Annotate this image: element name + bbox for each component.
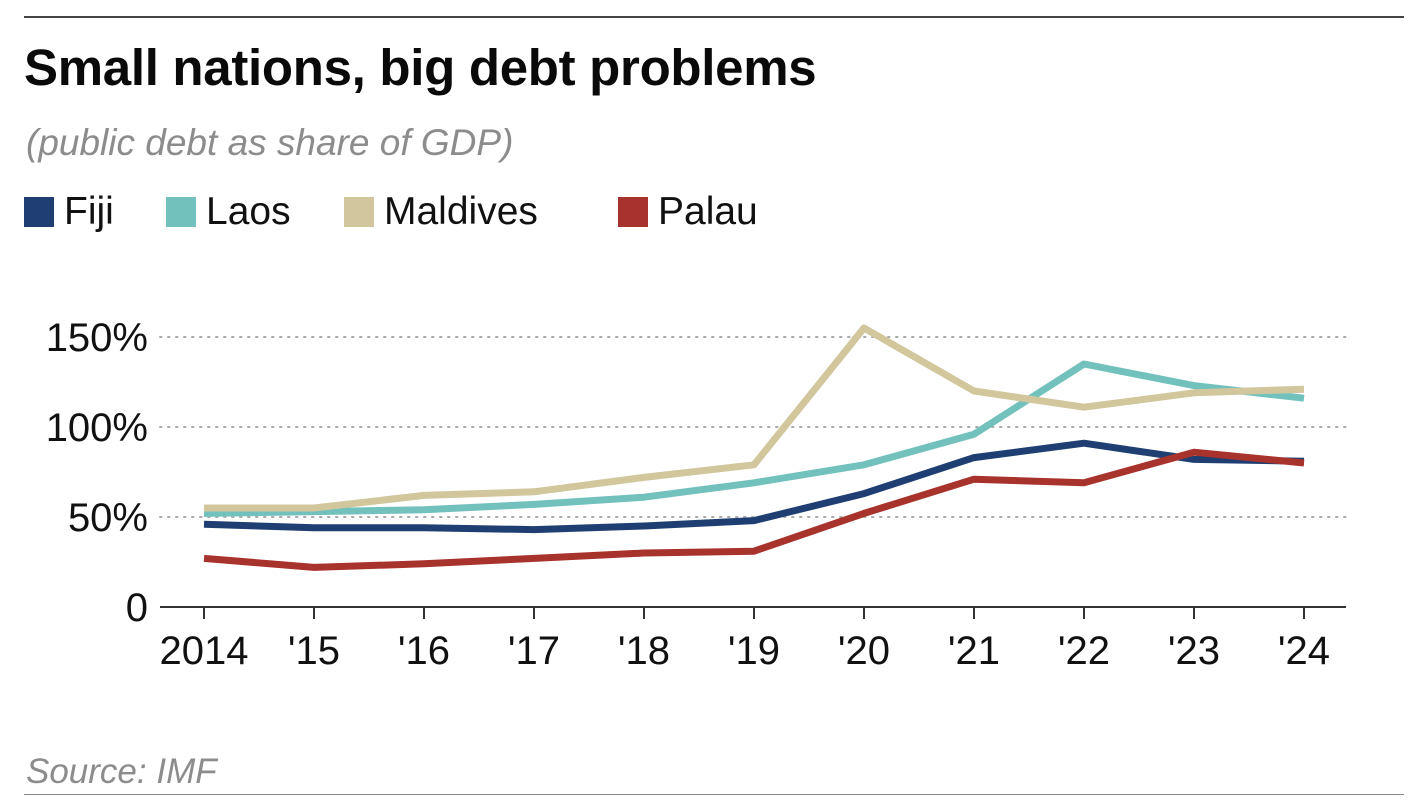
y-tick-label-50: 50% xyxy=(68,496,148,540)
legend-swatch-laos xyxy=(166,197,196,227)
legend-label-laos: Laos xyxy=(206,190,291,233)
y-tick-label-0: 0 xyxy=(126,586,148,630)
legend-item-fiji: Fiji xyxy=(24,190,114,234)
chart-subtitle: (public debt as share of GDP) xyxy=(26,122,514,163)
x-tick-label-10: '24 xyxy=(1278,629,1330,673)
series-line-laos xyxy=(203,360,1305,517)
chart-title: Small nations, big debt problems xyxy=(24,39,817,96)
series-line-palau xyxy=(203,448,1305,571)
legend-label-maldives: Maldives xyxy=(384,190,538,233)
legend-item-laos: Laos xyxy=(166,190,291,234)
bottom-rule xyxy=(24,794,1404,795)
y-tick-label-100: 100% xyxy=(46,406,148,450)
x-tick-label-0: 2014 xyxy=(160,629,249,673)
legend-swatch-maldives xyxy=(344,197,374,227)
legend-label-fiji: Fiji xyxy=(64,190,114,233)
source-note: Source: IMF xyxy=(26,752,217,791)
legend-swatch-palau xyxy=(618,197,648,227)
x-tick-label-3: '17 xyxy=(508,629,560,673)
legend-label-palau: Palau xyxy=(658,190,758,233)
legend-item-maldives: Maldives xyxy=(344,190,538,234)
series-line-fiji xyxy=(203,439,1305,534)
x-tick-label-1: '15 xyxy=(288,629,340,673)
legend-item-palau: Palau xyxy=(618,190,758,234)
x-tick-label-2: '16 xyxy=(398,629,450,673)
x-tick-label-6: '20 xyxy=(838,629,890,673)
y-tick-label-150: 150% xyxy=(46,316,148,360)
x-tick-label-8: '22 xyxy=(1058,629,1110,673)
x-tick-label-4: '18 xyxy=(618,629,670,673)
x-tick-label-5: '19 xyxy=(728,629,780,673)
x-tick-label-7: '21 xyxy=(948,629,1000,673)
series-line-maldives xyxy=(204,324,1305,512)
top-rule xyxy=(24,16,1404,18)
x-tick-label-9: '23 xyxy=(1168,629,1220,673)
legend-swatch-fiji xyxy=(24,197,54,227)
legend: Fiji Laos Maldives Palau xyxy=(24,190,924,236)
